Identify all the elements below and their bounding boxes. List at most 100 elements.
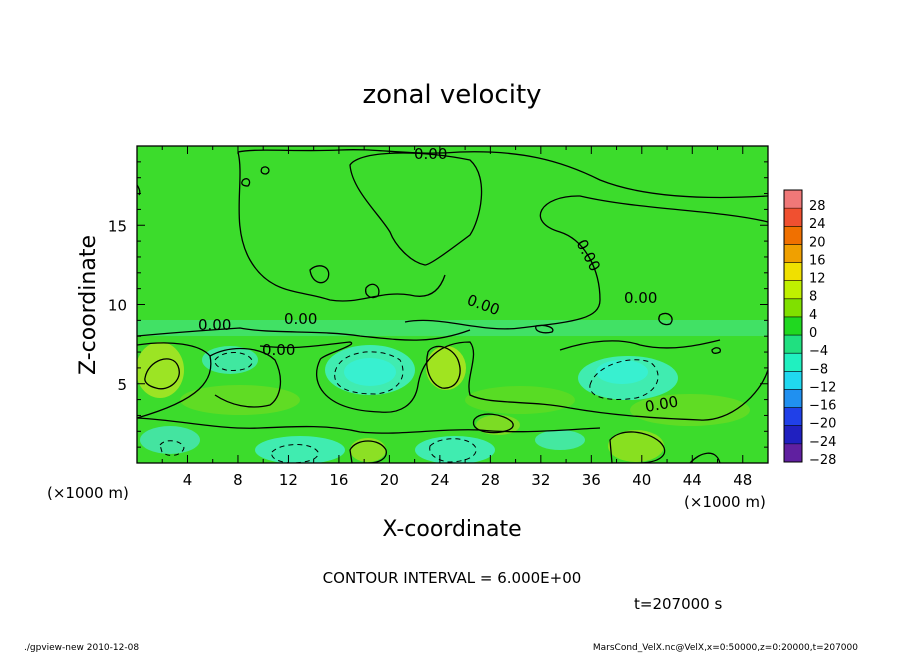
colorbar: 28 24 20 16 12 8 4 0 −4 −8 −12 −16 −20 −24 −28 [783, 189, 836, 468]
y-axis-unit: (×1000 m) [47, 484, 129, 502]
contour-line [137, 327, 471, 341]
field-region-negative [140, 426, 200, 454]
x-axis-unit: (×1000 m) [684, 493, 766, 511]
colorbar-label: −24 [809, 435, 836, 450]
time-label: t=207000 s [634, 595, 722, 613]
x-tick-label: 44 [683, 471, 702, 489]
plot-area [137, 146, 768, 463]
field-region-positive [350, 438, 386, 462]
y-axis: 5 10 15 [108, 161, 768, 448]
contour-labels: 0.00 0.00 0.00 0.00 0.00 0.00 0.00 0.00 [198, 145, 680, 416]
contour-line [144, 358, 180, 390]
y-axis-label: Z-coordinate [76, 235, 101, 375]
colorbar-swatch [784, 298, 802, 318]
colorbar-label: 20 [809, 235, 826, 250]
colorbar-swatch [784, 389, 802, 409]
colorbar-swatch [784, 425, 802, 445]
contour-line [259, 341, 768, 421]
chart-title: zonal velocity [362, 80, 541, 110]
contour-label: 0.00 [198, 316, 231, 334]
colorbar-label: −28 [809, 453, 836, 468]
contour-line [559, 339, 721, 351]
x-tick-label: 32 [531, 471, 550, 489]
x-tick-label: 24 [430, 471, 449, 489]
colorbar-label: 12 [809, 272, 826, 287]
footer-right: MarsCond_VelX.nc@VelX,x=0:50000,z=0:2000… [593, 643, 858, 653]
colorbar-swatch [784, 226, 802, 245]
contour-label: 0.00 [284, 310, 317, 328]
x-tick-label: 12 [279, 471, 298, 489]
colorbar-swatch [784, 407, 802, 427]
contour-label: 0.00 [624, 289, 657, 307]
colorbar-label: 0 [809, 326, 817, 341]
x-tick-label: 16 [329, 471, 348, 489]
contour-label: 0.00 [262, 341, 295, 359]
field-region-positive [180, 385, 300, 415]
colorbar-swatch [784, 353, 802, 372]
field-region-positive [608, 430, 664, 462]
colorbar-label: 28 [809, 199, 826, 214]
field-region-negative [415, 436, 495, 463]
contour-line-negative [334, 351, 404, 395]
field-region-negative [344, 358, 396, 386]
colorbar-swatch [784, 262, 802, 282]
contour-line [137, 417, 601, 434]
colorbar-swatch [784, 335, 802, 354]
y-tick-label: 10 [108, 297, 127, 315]
contour-label: 0.00 [644, 392, 680, 416]
x-tick-label: 28 [481, 471, 500, 489]
field-region-negative [596, 360, 648, 384]
field-region-negative [535, 430, 585, 450]
contour-line [535, 324, 554, 334]
colorbar-label: −8 [809, 362, 828, 377]
field-region-positive [465, 386, 575, 414]
colorbar-swatch [784, 208, 802, 227]
x-tick-label: 8 [233, 471, 243, 489]
colorbar-label: 4 [809, 308, 817, 323]
contour-line [349, 152, 483, 266]
x-tick-label: 48 [733, 471, 752, 489]
x-tick-label: 36 [582, 471, 601, 489]
contour-line [241, 178, 251, 187]
x-tick-label: 40 [632, 471, 651, 489]
x-axis-label: X-coordinate [382, 517, 521, 542]
contour-interval-note: CONTOUR INTERVAL = 6.000E+00 [323, 569, 582, 587]
contour-label: 0.00 [414, 145, 447, 163]
x-tick-label: 4 [183, 471, 193, 489]
colorbar-label: −16 [809, 399, 836, 414]
contour-line-negative [214, 352, 253, 371]
colorbar-swatch [784, 443, 802, 463]
contour-line [260, 166, 270, 175]
y-tick-label: 5 [117, 376, 127, 394]
colorbar-swatch [784, 244, 802, 264]
colorbar-label: 24 [809, 217, 826, 232]
contour-line-negative [429, 438, 477, 463]
contour-line-negative [589, 359, 659, 400]
contour-line-negative [159, 440, 185, 456]
x-axis: 4 8 12 16 20 24 28 32 36 40 44 48 [161, 146, 769, 489]
contour-line [365, 283, 380, 299]
contour-lines-dashed [159, 351, 659, 463]
colorbar-swatch [784, 316, 802, 336]
contour-line [237, 151, 446, 302]
contour-line [426, 345, 461, 389]
colorbar-frame [783, 189, 803, 463]
y-tick-label: 15 [108, 217, 127, 235]
colorbar-label: −20 [809, 417, 836, 432]
footer-left: ./gpview-new 2010-12-08 [24, 643, 139, 653]
contour-line [404, 195, 768, 330]
contour-line [472, 413, 514, 434]
contour-line [237, 149, 768, 199]
contour-line [309, 265, 330, 284]
contour-line [711, 347, 722, 354]
colorbar-swatch [784, 280, 802, 300]
colorbar-label: 8 [809, 290, 817, 305]
contour-line [137, 342, 212, 419]
x-tick-label: 20 [380, 471, 399, 489]
colorbar-swatch [784, 371, 802, 390]
contour-line [209, 347, 282, 408]
colorbar-label: 16 [809, 253, 826, 268]
colorbar-label: −12 [809, 380, 836, 395]
contour-lines [137, 149, 768, 463]
colorbar-swatch [784, 190, 802, 209]
